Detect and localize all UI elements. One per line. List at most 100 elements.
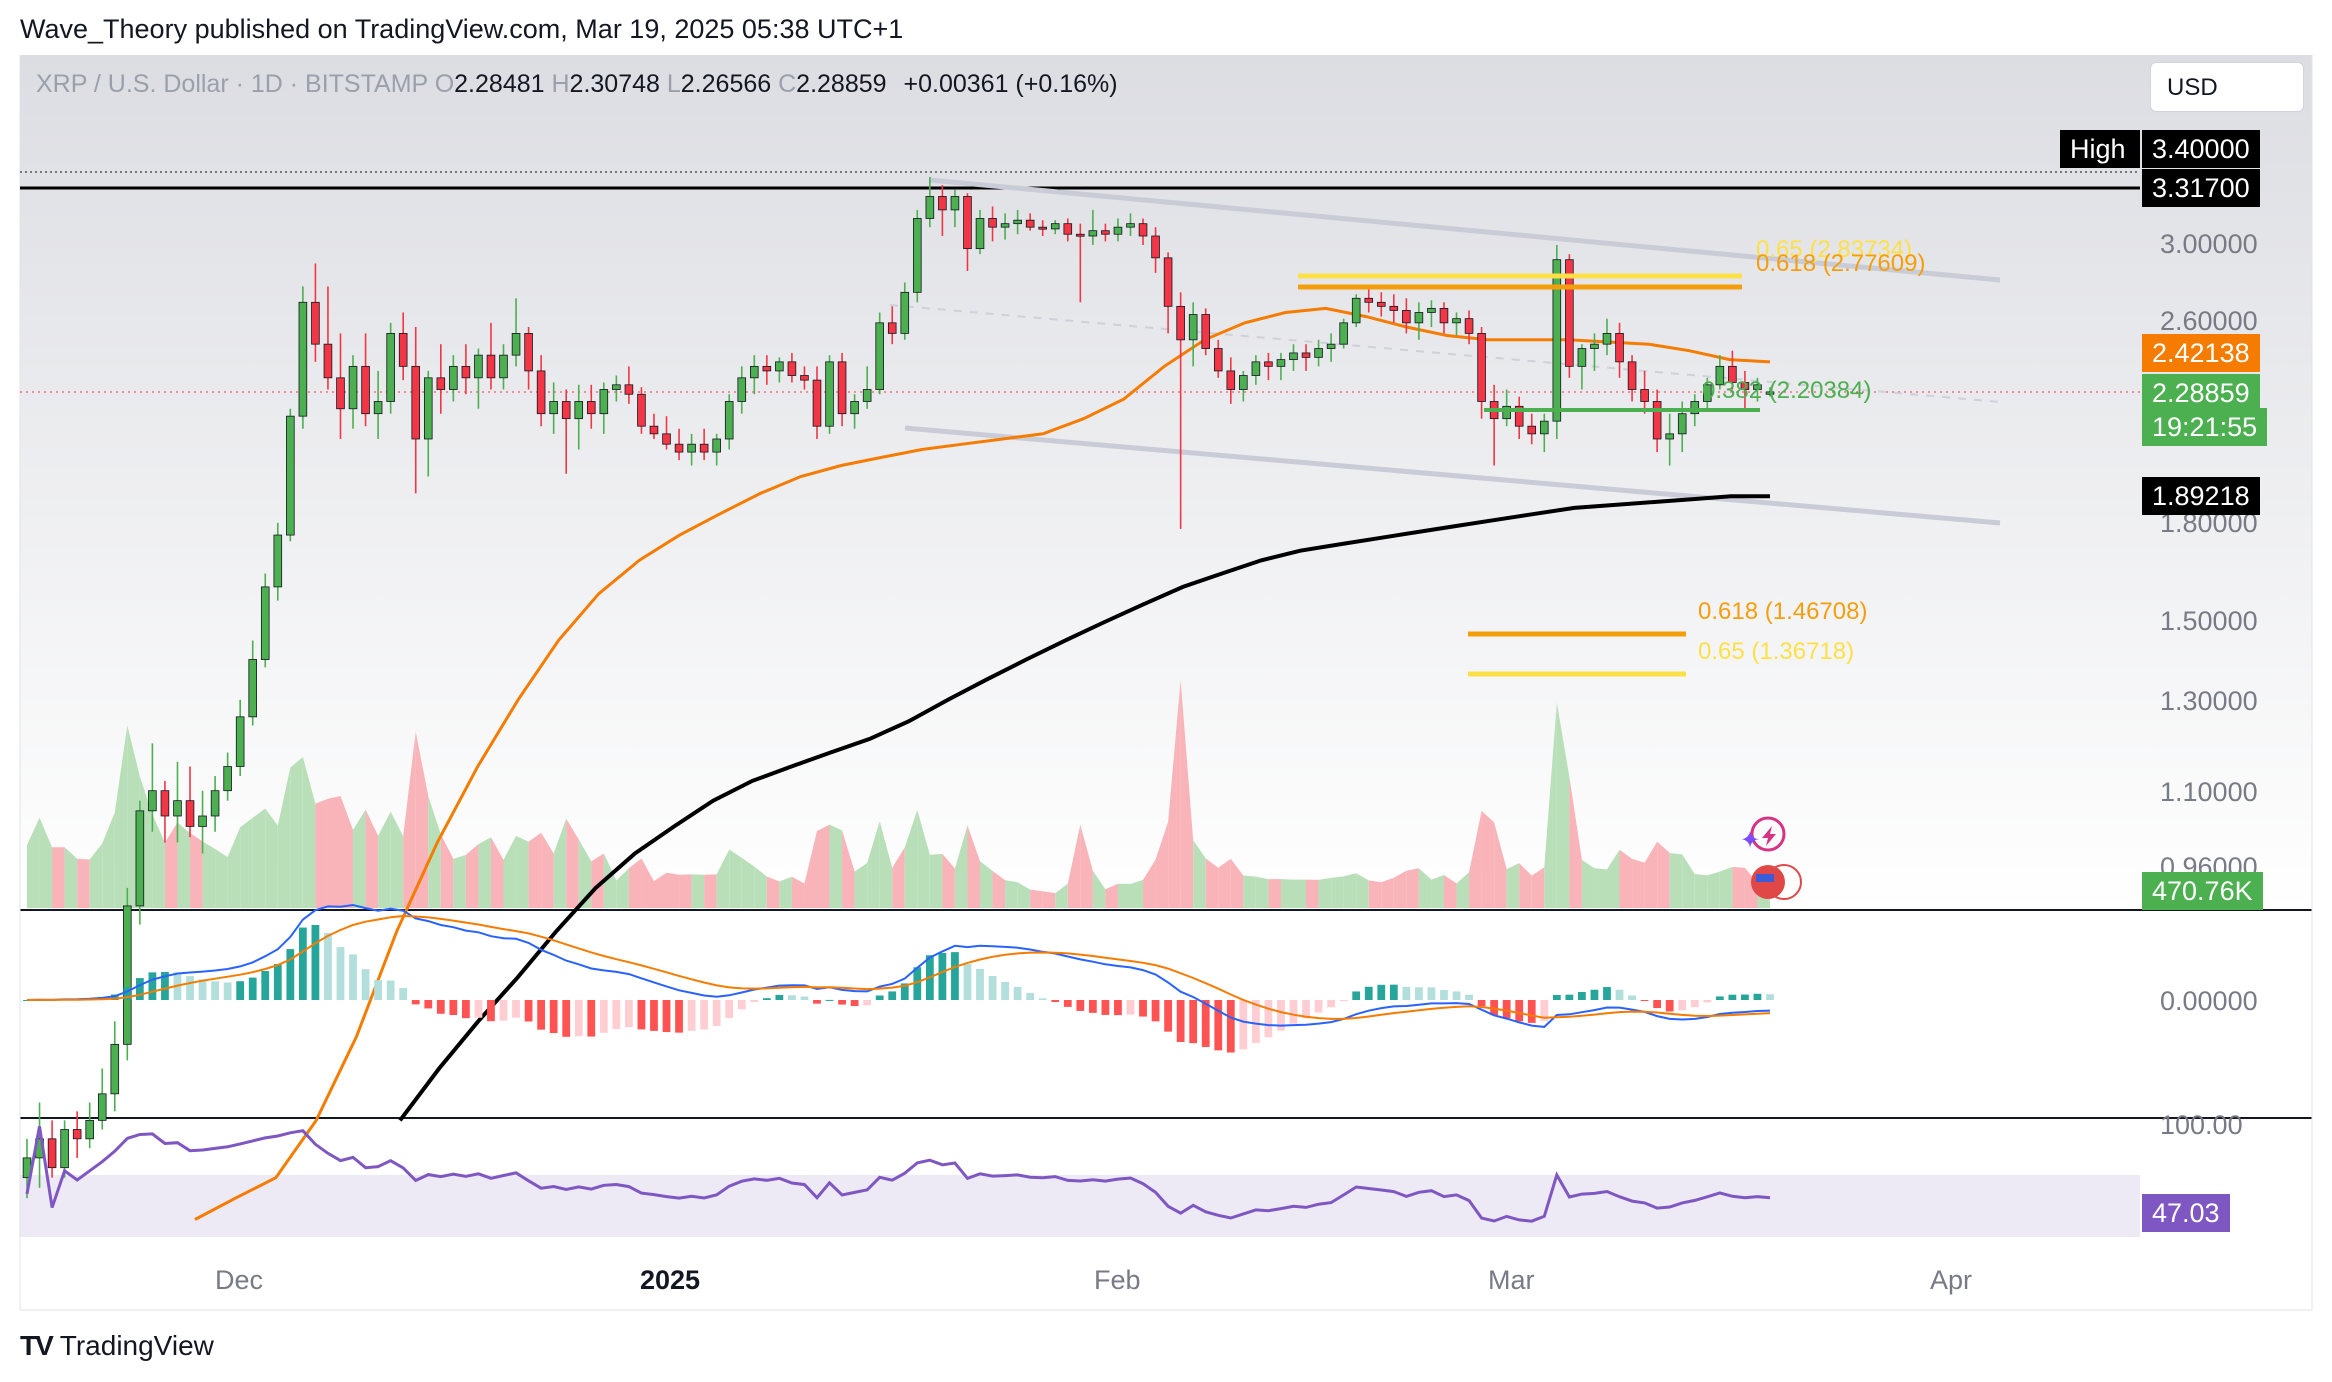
volume-segment	[917, 810, 930, 908]
candle-body	[1627, 361, 1637, 390]
candle-body	[1101, 230, 1110, 235]
macd-bar	[976, 968, 984, 1000]
macd-bar	[161, 971, 169, 1000]
volume-segment	[490, 837, 504, 908]
candle-body	[1502, 405, 1511, 420]
volume-segment	[1544, 702, 1557, 908]
candle-body	[800, 375, 809, 381]
candle-body	[323, 343, 333, 379]
macd-bar	[1389, 984, 1398, 1000]
volume-segment	[528, 832, 542, 908]
volume-segment	[227, 827, 241, 908]
volume-segment	[240, 817, 253, 908]
macd-bar	[788, 995, 796, 1000]
candle-body	[913, 218, 922, 293]
currency-button[interactable]: USD	[2150, 62, 2304, 112]
candle-body	[1439, 307, 1449, 324]
volume-segment	[64, 847, 78, 908]
macd-bar	[863, 1000, 872, 1006]
macd-bar	[988, 975, 997, 1000]
macd-bar	[399, 988, 408, 1000]
candle-body	[486, 354, 496, 379]
macd-bar	[675, 1000, 683, 1033]
sparkle-icon[interactable]: ✦	[1740, 816, 1786, 854]
macd-bar	[1490, 1000, 1499, 1016]
candle-body	[286, 415, 295, 536]
candle-body	[1665, 433, 1674, 440]
macd-bar	[1013, 986, 1022, 1000]
volume-segment	[1719, 866, 1733, 908]
macd-bar	[913, 967, 922, 1000]
volume-segment	[403, 731, 416, 908]
macd-bar	[574, 1000, 583, 1037]
macd-bar	[775, 994, 784, 1000]
macd-bar	[1214, 1000, 1223, 1051]
volume-tag: 470.76K	[2142, 872, 2263, 910]
candlesticks[interactable]	[22, 176, 1775, 1199]
publisher-line: Wave_Theory published on TradingView.com…	[20, 14, 904, 44]
volume-segment	[1331, 876, 1344, 908]
candle-body	[223, 766, 232, 792]
candle-body	[1289, 352, 1298, 361]
price-tick-label: 1.10000	[2160, 777, 2258, 807]
candle-body	[1677, 413, 1687, 435]
volume-segment	[1632, 858, 1645, 908]
legend-low-value: 2.26566	[680, 70, 772, 98]
volume-segment	[1569, 776, 1582, 908]
macd-bar	[1339, 1000, 1348, 1001]
volume-segment	[729, 849, 742, 908]
candle-body	[148, 790, 157, 812]
macd-bar	[1427, 987, 1436, 1000]
candle-body	[461, 365, 471, 379]
candle-body	[750, 365, 759, 379]
volume-segment	[1682, 854, 1695, 908]
macd-bar	[800, 996, 809, 1000]
volume-segment	[1255, 876, 1269, 908]
macd-bar	[1201, 1000, 1210, 1047]
macd-bar	[1101, 1000, 1110, 1015]
volume-segment	[415, 731, 429, 908]
volume-segment	[365, 809, 379, 908]
candle-body	[248, 659, 257, 718]
rsi-line	[25, 1126, 1771, 1223]
volume-segment	[1356, 873, 1369, 908]
candle-body	[1477, 332, 1486, 402]
candle-body	[311, 301, 320, 345]
macd-bar	[1302, 1000, 1310, 1019]
main-pane-background	[20, 55, 2312, 910]
candle-body	[887, 322, 897, 334]
volume-segment	[114, 725, 128, 908]
volume-segment	[1105, 883, 1118, 908]
tradingview-brand[interactable]: TV TradingView	[20, 1330, 214, 1362]
volume-segment	[177, 822, 191, 908]
last-price-tag: 2.28859	[2142, 374, 2260, 412]
legend-high-value: 2.30748	[569, 70, 660, 98]
macd-bar	[963, 964, 972, 1000]
candle-body	[273, 534, 283, 588]
macd-bar	[135, 978, 144, 1000]
candle-body	[1113, 226, 1123, 235]
candle-body	[925, 196, 935, 219]
flag-icon[interactable]	[1751, 864, 1802, 900]
candle-body	[449, 365, 458, 390]
macd-bar	[1477, 1000, 1486, 1007]
candle-body	[1427, 307, 1436, 313]
macd-bar	[1139, 1000, 1147, 1017]
macd-bar	[1327, 1000, 1336, 1008]
macd-bar	[487, 1000, 495, 1022]
volume-segment	[1155, 822, 1169, 908]
macd-bar	[512, 1000, 520, 1018]
macd-bar	[449, 1000, 458, 1016]
volume-segment	[1092, 870, 1106, 908]
macd-bar	[298, 927, 307, 1000]
macd-bar	[1176, 1000, 1185, 1042]
legend-low-key: L	[666, 70, 681, 98]
volume-segment	[1268, 879, 1281, 908]
macd-bar	[637, 1000, 646, 1030]
volume-segment	[1619, 849, 1633, 908]
volume-segment	[1381, 877, 1394, 908]
volume-segment	[766, 876, 780, 908]
macd-bar	[687, 1000, 696, 1031]
candle-body	[1201, 314, 1211, 349]
